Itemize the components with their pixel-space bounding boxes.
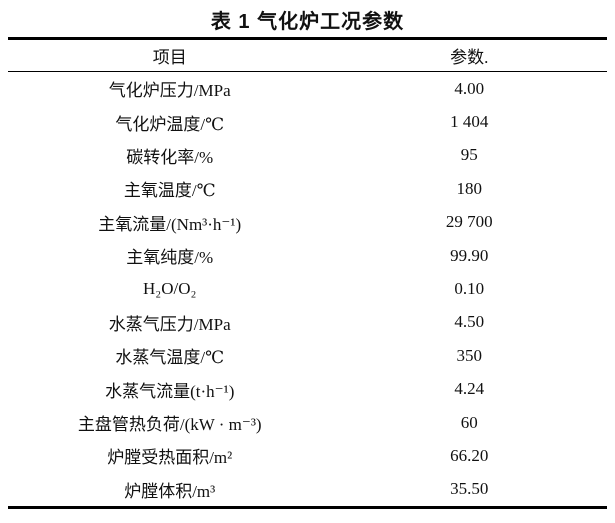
table-row: 主盘管热负荷/(kW · m⁻³) 60 <box>8 406 607 439</box>
value-cell: 4.00 <box>454 78 485 98</box>
table-row: 主氧温度/℃ 180 <box>8 172 607 205</box>
parameters-table: 项目 参数. 气化炉压力/MPa 4.00 气化炉温度/℃ 1 404 碳转化率… <box>8 37 607 510</box>
item-cell: 水蒸气流量(t·h⁻¹) <box>105 381 235 401</box>
column-header-item: 项目 <box>152 48 187 67</box>
table-row: 主氧流量/(Nm³·h⁻¹) 29 700 <box>8 206 607 239</box>
value-cell: 180 <box>456 178 482 198</box>
item-cell: 水蒸气压力/MPa <box>108 314 231 334</box>
column-header-value: 参数. <box>450 48 489 67</box>
value-cell: 95 <box>460 145 478 165</box>
item-cell: 水蒸气温度/℃ <box>115 348 225 368</box>
table-row: 气化炉温度/℃ 1 404 <box>8 105 607 138</box>
table-caption: 表 1 气化炉工况参数 <box>210 11 405 33</box>
table-row: 水蒸气温度/℃ 350 <box>8 339 607 372</box>
item-cell: H₂O/O₂ <box>143 279 197 299</box>
table-row: H₂O/O₂ 0.10 <box>8 272 607 305</box>
table-row: 气化炉压力/MPa 4.00 <box>8 72 607 106</box>
value-cell: 60 <box>460 412 478 432</box>
value-cell: 350 <box>456 345 482 365</box>
value-cell: 0.10 <box>454 279 485 299</box>
table-row: 主氧纯度/% 99.90 <box>8 239 607 272</box>
value-cell: 4.24 <box>454 379 485 399</box>
table-header: 项目 参数. <box>8 39 607 72</box>
item-cell: 主氧温度/℃ <box>123 181 216 201</box>
item-cell: 主盘管热负荷/(kW · m⁻³) <box>77 415 262 435</box>
item-cell: 碳转化率/% <box>126 147 214 167</box>
value-cell: 1 404 <box>450 112 489 132</box>
item-cell: 气化炉温度/℃ <box>115 114 225 134</box>
value-cell: 29 700 <box>445 212 493 232</box>
table-row: 炉膛受热面积/m² 66.20 <box>8 439 607 472</box>
item-cell: 炉膛体积/m³ <box>124 481 216 501</box>
value-cell: 99.90 <box>450 245 489 265</box>
header-row: 项目 参数. <box>8 39 607 72</box>
value-cell: 66.20 <box>450 445 489 465</box>
table-row: 水蒸气压力/MPa 4.50 <box>8 306 607 339</box>
table-row: 碳转化率/% 95 <box>8 139 607 172</box>
value-cell: 4.50 <box>454 312 485 332</box>
table-row: 水蒸气流量(t·h⁻¹) 4.24 <box>8 373 607 406</box>
table-row: 炉膛体积/m³ 35.50 <box>8 473 607 508</box>
item-cell: 主氧流量/(Nm³·h⁻¹) <box>98 214 242 234</box>
item-cell: 主氧纯度/% <box>126 248 214 268</box>
item-cell: 炉膛受热面积/m² <box>107 448 233 468</box>
table-body: 气化炉压力/MPa 4.00 气化炉温度/℃ 1 404 碳转化率/% 95 主… <box>8 72 607 508</box>
value-cell: 35.50 <box>450 479 489 499</box>
item-cell: 气化炉压力/MPa <box>108 81 231 101</box>
